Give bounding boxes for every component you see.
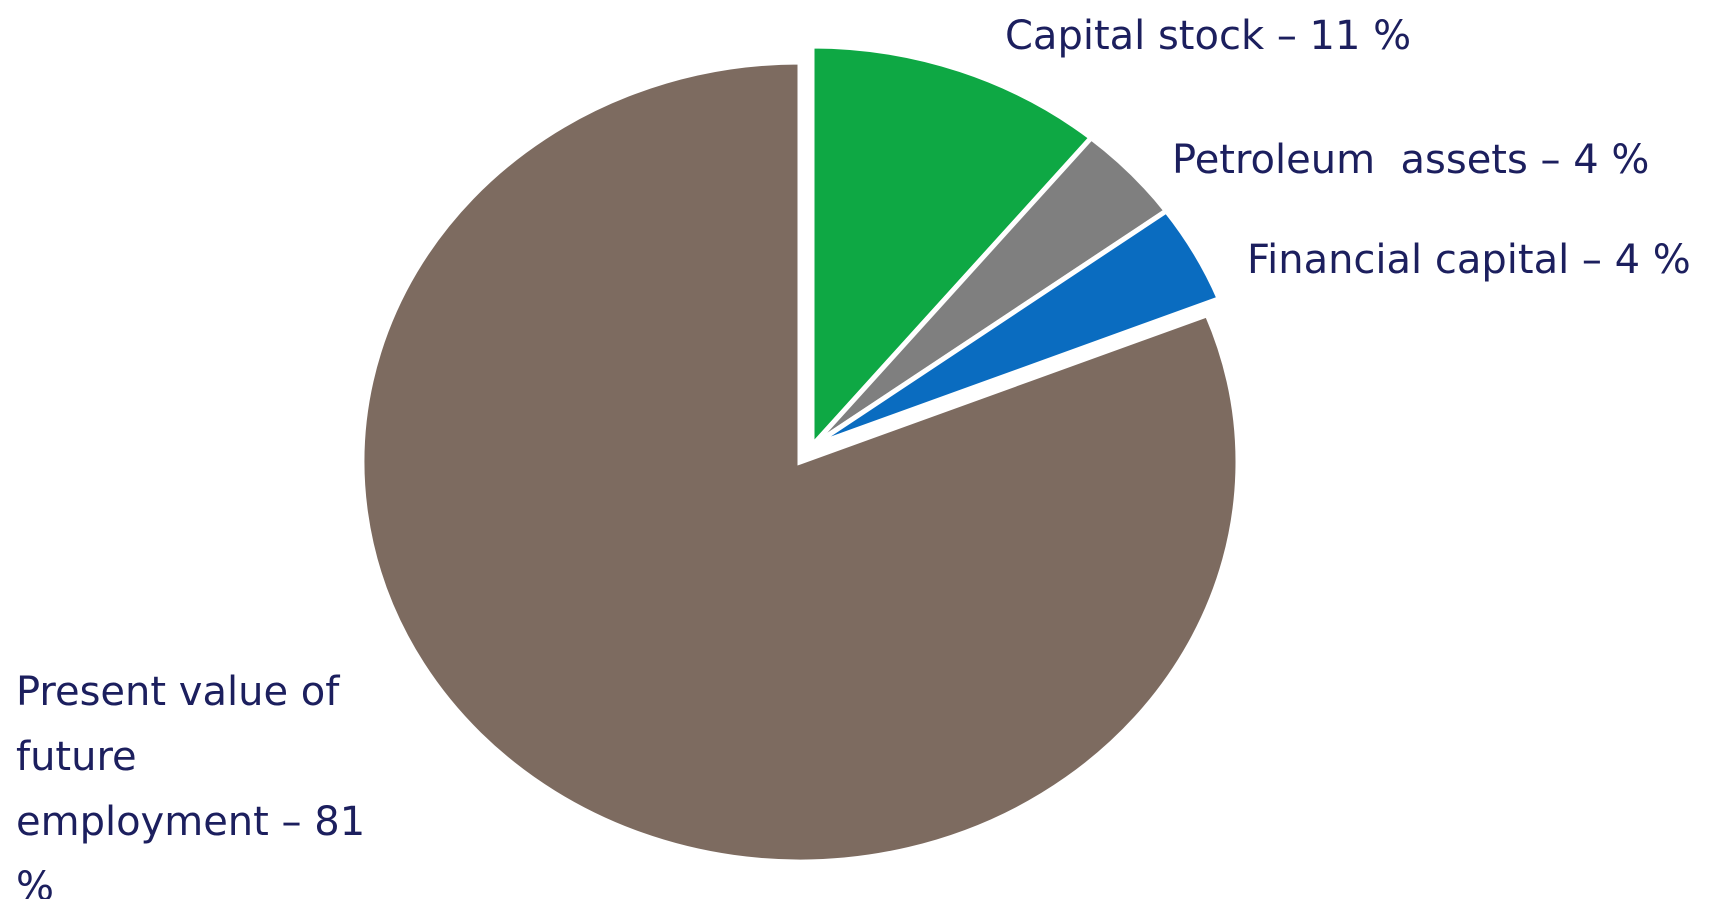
slice-label: Financial capital – 4 % bbox=[1247, 237, 1691, 283]
slice-label: Capital stock – 11 % bbox=[1005, 13, 1412, 59]
slice-label: Present value of future employment – 81 … bbox=[16, 669, 366, 899]
pie-slice bbox=[809, 43, 1095, 453]
pie-slice bbox=[359, 59, 1241, 865]
slice-label: Petroleum assets – 4 % bbox=[1172, 137, 1650, 183]
pie-slice bbox=[810, 207, 1223, 449]
